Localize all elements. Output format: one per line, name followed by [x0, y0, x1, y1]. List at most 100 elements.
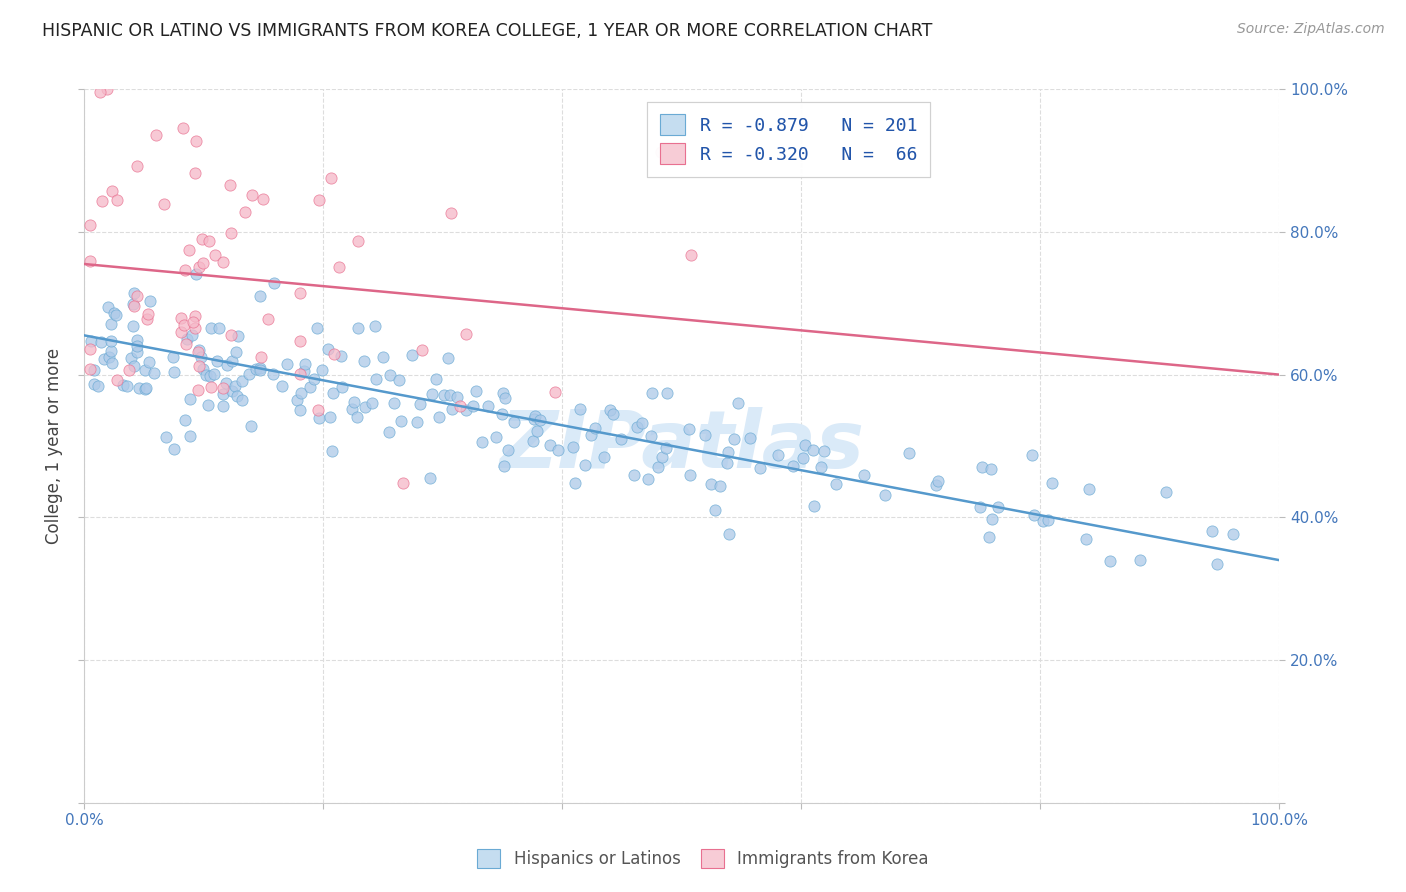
Point — [290, 334, 312, 349]
Point — [135, 380, 157, 394]
Point — [574, 458, 596, 473]
Point — [212, 399, 235, 413]
Point — [494, 391, 516, 405]
Point — [100, 184, 122, 198]
Point — [302, 372, 325, 386]
Point — [179, 392, 201, 406]
Point — [538, 438, 561, 452]
Point — [112, 378, 135, 392]
Point — [202, 367, 225, 381]
Point — [245, 362, 267, 376]
Point — [637, 473, 659, 487]
Point — [602, 407, 624, 421]
Point — [401, 348, 423, 362]
Point — [173, 318, 195, 332]
Point — [127, 159, 149, 173]
Point — [183, 315, 205, 329]
Point — [446, 390, 468, 404]
Point — [79, 343, 101, 357]
Point — [228, 328, 250, 343]
Point — [1154, 484, 1177, 499]
Point — [316, 342, 339, 356]
Point — [364, 319, 387, 334]
Point — [153, 197, 176, 211]
Point — [90, 194, 112, 208]
Point — [103, 306, 125, 320]
Point — [188, 260, 211, 275]
Point — [678, 422, 700, 436]
Point — [371, 350, 394, 364]
Point — [308, 193, 330, 207]
Point — [485, 430, 508, 444]
Point — [172, 121, 194, 136]
Point — [626, 419, 648, 434]
Point — [502, 415, 524, 429]
Text: HISPANIC OR LATINO VS IMMIGRANTS FROM KOREA COLLEGE, 1 YEAR OR MORE CORRELATION : HISPANIC OR LATINO VS IMMIGRANTS FROM KO… — [42, 22, 932, 40]
Point — [79, 361, 101, 376]
Point — [392, 476, 415, 491]
Point — [188, 359, 211, 373]
Point — [231, 374, 253, 388]
Point — [187, 345, 209, 359]
Point — [207, 354, 229, 368]
Point — [709, 479, 731, 493]
Point — [219, 178, 242, 193]
Point — [522, 434, 544, 449]
Point — [640, 428, 662, 442]
Point — [122, 319, 145, 334]
Point — [173, 412, 195, 426]
Point — [523, 409, 546, 424]
Point — [177, 243, 200, 257]
Point — [184, 134, 207, 148]
Point — [176, 332, 198, 346]
Point — [262, 368, 284, 382]
Point — [122, 299, 145, 313]
Point — [782, 459, 804, 474]
Point — [650, 145, 672, 159]
Point — [224, 379, 246, 393]
Point — [190, 350, 212, 364]
Point — [122, 359, 145, 374]
Point — [97, 350, 120, 364]
Point — [155, 430, 177, 444]
Point — [657, 386, 679, 401]
Point — [138, 355, 160, 369]
Point — [215, 376, 238, 390]
Point — [1222, 527, 1244, 541]
Point — [97, 300, 120, 314]
Legend: Hispanics or Latinos, Immigrants from Korea: Hispanics or Latinos, Immigrants from Ko… — [471, 842, 935, 875]
Text: ZIPatlas: ZIPatlas — [499, 407, 865, 485]
Point — [143, 366, 166, 380]
Point — [492, 459, 515, 474]
Point — [323, 347, 346, 361]
Point — [184, 166, 207, 180]
Point — [211, 255, 233, 269]
Point — [138, 293, 160, 308]
Point — [322, 386, 344, 401]
Point — [693, 428, 716, 442]
Point — [382, 396, 405, 410]
Point — [477, 400, 499, 414]
Point — [292, 364, 315, 378]
Point — [346, 410, 368, 425]
Point — [294, 357, 316, 371]
Point — [319, 410, 342, 425]
Point — [679, 468, 702, 483]
Point — [330, 380, 353, 394]
Point — [170, 310, 193, 325]
Point — [195, 368, 218, 383]
Point — [439, 387, 461, 401]
Point — [347, 321, 370, 335]
Point — [89, 86, 111, 100]
Legend: R = -0.879   N = 201, R = -0.320   N =  66: R = -0.879 N = 201, R = -0.320 N = 66 — [647, 102, 929, 177]
Point — [526, 424, 548, 438]
Point — [240, 188, 263, 202]
Point — [127, 289, 149, 303]
Point — [186, 383, 208, 397]
Point — [100, 317, 122, 331]
Point — [631, 417, 654, 431]
Point — [122, 296, 145, 310]
Point — [562, 440, 585, 454]
Point — [980, 461, 1002, 475]
Point — [311, 362, 333, 376]
